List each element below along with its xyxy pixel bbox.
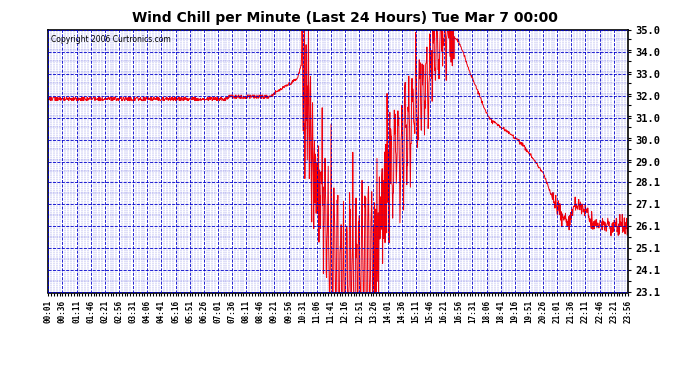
Text: Wind Chill per Minute (Last 24 Hours) Tue Mar 7 00:00: Wind Chill per Minute (Last 24 Hours) Tu… [132, 11, 558, 25]
Text: Copyright 2006 Curtronics.com: Copyright 2006 Curtronics.com [51, 35, 171, 44]
